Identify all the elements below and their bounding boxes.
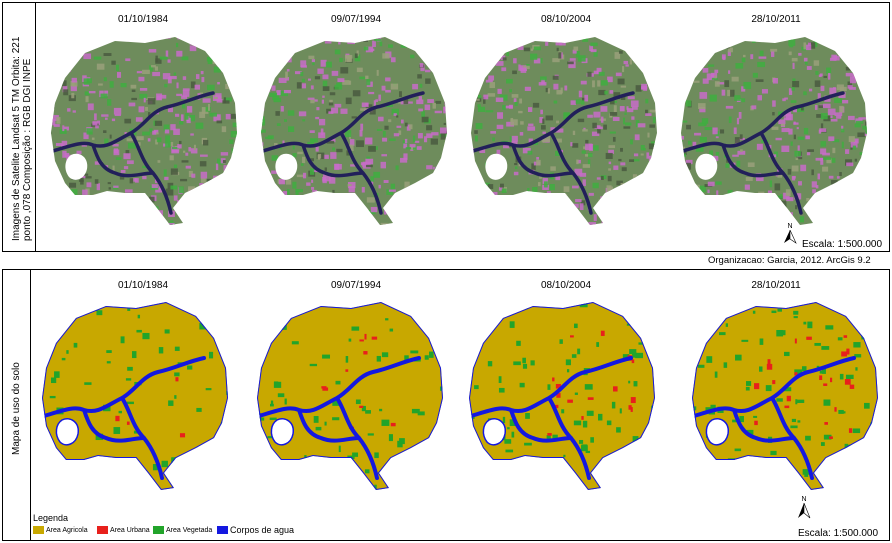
north-arrow-icon: N [783,223,797,246]
land-use-map-2004 [469,302,655,490]
legend-swatch-agricola [33,526,44,534]
satellite-date-1984: 01/10/1984 [117,14,169,25]
land-use-date-1984: 01/10/1984 [117,280,169,291]
legend-item-agua: Corpos de agua [217,525,294,535]
land-use-panel: Mapa de uso do solo 01/10/1984 09/07/199… [2,269,890,541]
satellite-date-2011: 28/10/2011 [751,14,801,25]
land-use-map-2011 [692,302,878,490]
satellite-image-2011 [681,37,867,225]
legend-item-vegetada: Area Vegetada [153,526,212,534]
legend-swatch-agua [217,526,228,534]
satellite-date-2004: 08/10/2004 [540,14,592,25]
land-use-side-strip: Mapa de uso do solo [3,270,31,540]
land-use-date-2004: 08/10/2004 [540,280,592,291]
satellite-image-1984 [51,37,237,225]
legend-swatch-urbana [97,526,108,534]
satellite-scale: Escala: 1:500.000 [802,239,883,250]
satellite-side-label-2: ponto ,078 Composição : RGB DGI INPE [22,58,33,241]
land-use-side-label: Mapa de uso do solo [11,362,22,455]
legend-item-agricola: Area Agricola [33,526,88,534]
satellite-image-2004 [471,37,657,225]
land-use-date-1994: 09/07/1994 [330,280,382,291]
satellite-date-1994: 09/07/1994 [330,14,382,25]
land-use-map-1984 [42,302,228,490]
land-use-scale: Escala: 1:500.000 [798,528,879,539]
satellite-panel: Imagens de Satelite Landsat 5 TM Orbita:… [2,2,890,252]
credit-text: Organizacao: Garcia, 2012. ArcGis 9.2 [708,255,871,266]
land-use-map-1994 [257,302,443,490]
land-use-date-2011: 28/10/2011 [751,280,801,291]
legend-item-urbana: Area Urbana [97,526,150,534]
north-arrow-icon-2: N [797,496,811,521]
satellite-image-1994 [261,37,447,225]
satellite-side-strip: Imagens de Satelite Landsat 5 TM Orbita:… [3,3,36,251]
legend-swatch-vegetada [153,526,164,534]
legend-title: Legenda [33,513,69,523]
